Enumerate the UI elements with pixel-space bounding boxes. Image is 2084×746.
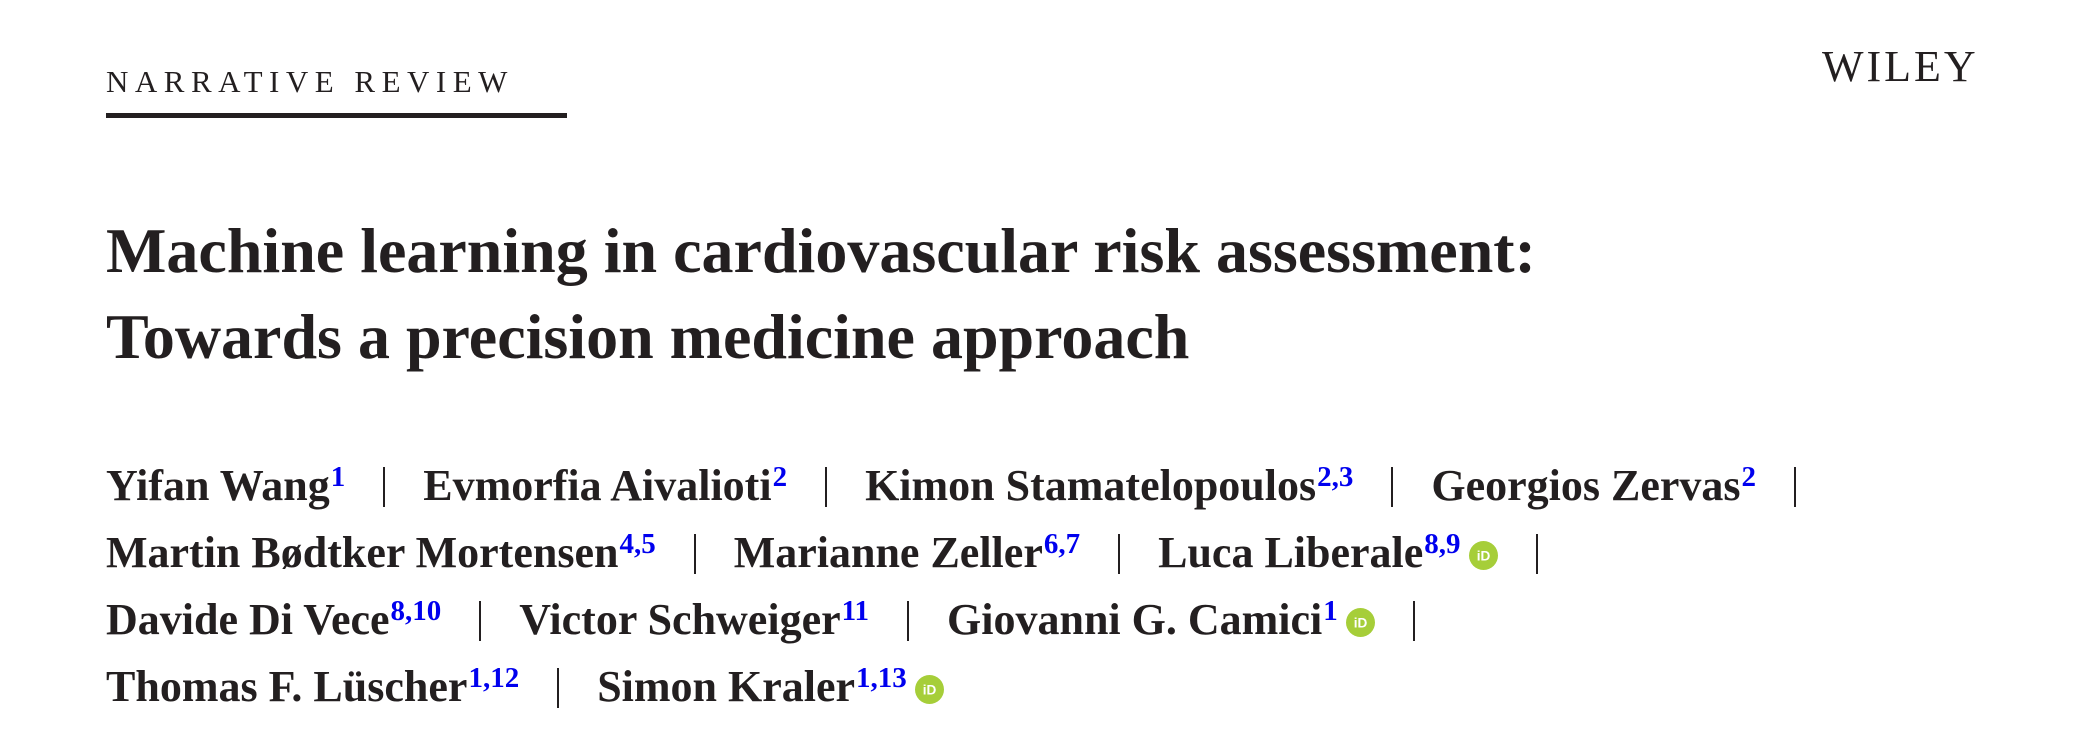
author-georgios-zervas[interactable]: Georgios Zervas2 [1431,461,1756,510]
orcid-icon[interactable]: iD [1345,608,1375,637]
svg-text:iD: iD [1476,548,1490,563]
author-separator [383,467,386,507]
affiliation-link[interactable]: 2 [772,461,788,493]
article-title-line-2: Towards a precision medicine approach [106,301,1190,372]
author-name[interactable]: Evmorfia Aivalioti [423,461,772,510]
author-list: Yifan Wang1 Evmorfia Aivalioti2 Kimon Stam… [106,452,2006,720]
author-victor-schweiger[interactable]: Victor Schweiger11 [519,595,869,644]
affiliation-link[interactable]: 1 [330,461,346,493]
affiliation-link[interactable]: 11 [841,595,870,627]
affiliation-link[interactable]: 6,7 [1043,528,1081,560]
author-line: Thomas F. Lüscher1,12 Simon Kraler1,13 iD [106,653,2006,720]
author-line: Martin Bødtker Mortensen4,5 Marianne Zell… [106,519,2006,586]
orcid-icon[interactable]: iD [914,675,944,704]
affiliation-link[interactable]: 8,9 [1424,528,1461,560]
affiliation-link[interactable]: 2,3 [1317,461,1354,493]
affiliation-link[interactable]: 1,13 [856,662,907,694]
author-name[interactable]: Marianne Zeller [733,528,1043,577]
author-separator [1118,534,1121,574]
affiliation-link[interactable]: 4,5 [619,528,656,560]
article-title: Machine learning in cardiovascular risk … [106,208,2006,380]
svg-text:iD: iD [1353,615,1367,630]
author-name[interactable]: Kimon Stamatelopoulos [865,461,1317,510]
affiliation-link[interactable]: 1,12 [468,662,520,694]
author-name[interactable]: Davide Di Vece [106,595,390,644]
author-marianne-zeller[interactable]: Marianne Zeller6,7 [734,528,1080,577]
section-label: NARRATIVE REVIEW [106,64,514,99]
affiliation-link[interactable]: 1 [1323,595,1338,627]
author-separator [907,601,910,641]
author-name[interactable]: Luca Liberale [1158,528,1424,577]
author-separator [1412,601,1415,641]
author-separator [693,534,696,574]
author-name[interactable]: Simon Kraler [597,662,856,711]
author-giovanni-camici[interactable]: Giovanni G. Camici1 iD [947,595,1375,644]
author-name[interactable]: Martin Bødtker Mortensen [106,528,619,577]
author-kimon-stamatelopoulos[interactable]: Kimon Stamatelopoulos2,3 [865,461,1353,510]
author-simon-kraler[interactable]: Simon Kraler1,13 iD [597,662,944,711]
author-separator [1794,467,1797,507]
orcid-icon[interactable]: iD [1468,541,1498,570]
author-name[interactable]: Yifan Wang [106,461,330,510]
author-name[interactable]: Victor Schweiger [519,595,841,644]
author-thomas-luscher[interactable]: Thomas F. Lüscher1,12 [106,662,519,711]
author-separator [1391,467,1394,507]
publisher-logo[interactable]: WILEY [1822,42,1979,91]
svg-text:iD: iD [923,682,937,697]
author-separator [557,668,560,708]
author-martin-bodtker-mortensen[interactable]: Martin Bødtker Mortensen4,5 [106,528,656,577]
article-title-line-1: Machine learning in cardiovascular risk … [106,215,1536,286]
author-luca-liberale[interactable]: Luca Liberale8,9 iD [1158,528,1498,577]
author-yifan-wang[interactable]: Yifan Wang1 [106,461,345,510]
author-name[interactable]: Giovanni G. Camici [947,595,1323,644]
author-line: Yifan Wang1 Evmorfia Aivalioti2 Kimon Stam… [106,452,2006,519]
author-name[interactable]: Georgios Zervas [1431,461,1741,510]
author-name[interactable]: Thomas F. Lüscher [106,662,468,711]
author-davide-di-vece[interactable]: Davide Di Vece8,10 [106,595,441,644]
author-evmorfia-aivalioti[interactable]: Evmorfia Aivalioti2 [423,461,787,510]
section-label-underline [106,113,567,118]
affiliation-link[interactable]: 8,10 [390,595,442,627]
affiliation-link[interactable]: 2 [1741,461,1757,493]
author-separator [1535,534,1538,574]
author-line: Davide Di Vece8,10 Victor Schweiger11 Giov… [106,586,2006,653]
author-separator [479,601,482,641]
author-separator [825,467,828,507]
